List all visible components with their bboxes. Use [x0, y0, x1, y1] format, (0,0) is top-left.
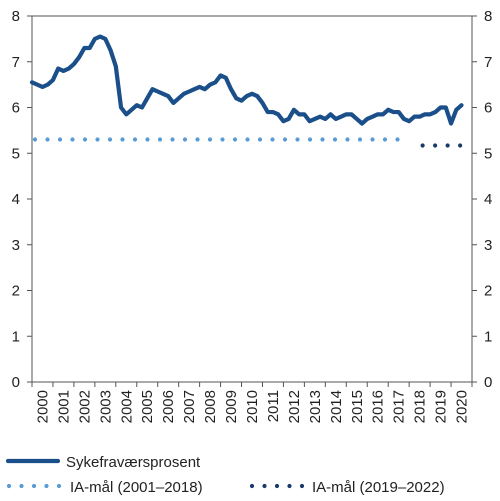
x-tick-label: 2012: [286, 390, 303, 423]
x-tick-label: 2010: [244, 390, 261, 423]
x-tick-label: 2004: [118, 390, 135, 423]
legend-label-ia-mal-2001-2018: IA-mål (2001–2018): [70, 479, 203, 496]
x-tick-label: 2007: [181, 390, 198, 423]
x-tick-label: 2009: [223, 390, 240, 423]
x-tick-label: 2003: [97, 390, 114, 423]
y-tick-label-left: 3: [12, 237, 20, 254]
legend: Sykefraværsprosent IA-mål (2001–2018) IA-m…: [5, 454, 445, 496]
y-tick-label-left: 8: [12, 8, 20, 25]
y-tick-label-left: 2: [12, 283, 20, 300]
y-tick-label-left: 6: [12, 100, 20, 117]
y-tick-label-left: 0: [12, 374, 20, 391]
x-tick-label: 2015: [349, 390, 366, 423]
x-tick-label: 2008: [202, 390, 219, 423]
x-tick-label: 2017: [391, 390, 408, 423]
x-tick-label: 2002: [76, 390, 93, 423]
series-layer: [29, 34, 475, 148]
y-tick-label-left: 4: [12, 191, 20, 208]
x-tick-label: 2014: [328, 390, 345, 423]
legend-label-ia-mal-2019-2022: IA-mål (2019–2022): [312, 479, 445, 496]
series-line-sykefravaer: [29, 34, 464, 126]
y-tick-label-right: 0: [484, 374, 492, 391]
y-tick-label-right: 5: [484, 145, 492, 162]
x-tick-label: 2005: [139, 390, 156, 423]
x-tick-label: 2019: [433, 390, 450, 423]
y-tick-label-right: 4: [484, 191, 492, 208]
y-tick-label-left: 1: [12, 328, 20, 345]
y-tick-label-right: 1: [484, 328, 492, 345]
y-tick-label-left: 7: [12, 54, 20, 71]
x-tick-label: 2020: [454, 390, 471, 423]
y-tick-label-right: 7: [484, 54, 492, 71]
x-tick-label: 2006: [160, 390, 177, 423]
legend-label-sykefravaer: Sykefraværsprosent: [66, 454, 201, 471]
y-tick-label-right: 6: [484, 100, 492, 117]
x-tick-label: 2001: [55, 390, 72, 423]
x-tick-label: 2013: [307, 390, 324, 423]
y-tick-label-right: 3: [484, 237, 492, 254]
y-tick-label-right: 2: [484, 283, 492, 300]
plot-frame: [31, 15, 473, 383]
x-tick-label: 2016: [370, 390, 387, 423]
x-tick-label: 2018: [412, 390, 429, 423]
x-tick-label: 2011: [265, 390, 282, 422]
x-tick-label: 2000: [34, 390, 51, 423]
y-tick-label-left: 5: [12, 145, 20, 162]
y-tick-label-right: 8: [484, 8, 492, 25]
